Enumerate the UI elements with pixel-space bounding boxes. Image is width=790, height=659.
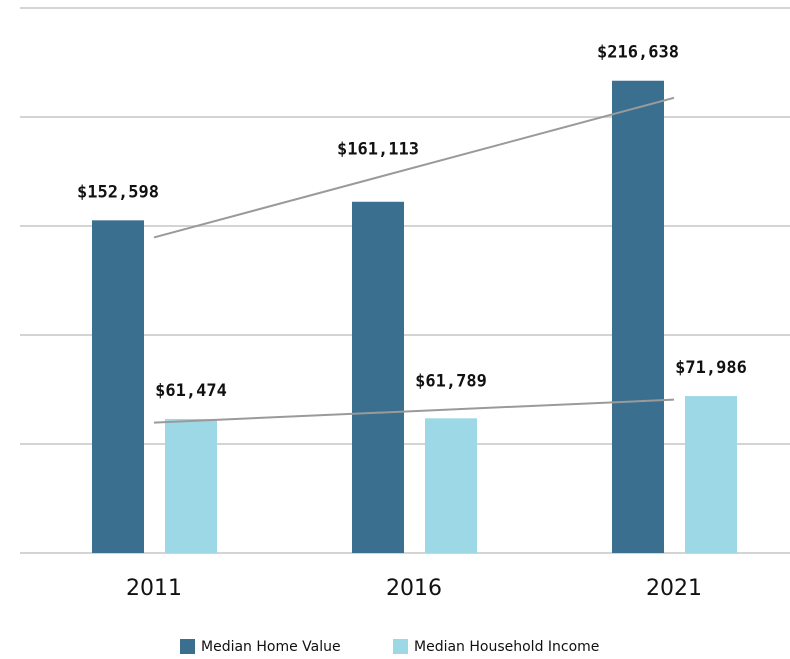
legend-label: Median Household Income [414, 639, 599, 655]
bar [612, 80, 664, 553]
bar [425, 418, 477, 553]
value-label: $216,638 [597, 43, 679, 63]
x-tick-label: 2021 [646, 576, 702, 601]
bar [165, 418, 217, 553]
value-label: $61,789 [415, 371, 487, 391]
legend-label: Median Home Value [201, 639, 341, 655]
value-label: $71,986 [675, 358, 747, 378]
legend-swatch [393, 639, 408, 654]
trend-line [153, 398, 675, 424]
value-label: $152,598 [77, 182, 159, 202]
value-label: $161,113 [337, 139, 419, 159]
value-label: $61,474 [155, 381, 227, 401]
bar [92, 220, 144, 553]
x-tick-label: 2011 [126, 576, 182, 601]
x-tick-label: 2016 [386, 576, 442, 601]
trend-line [153, 96, 675, 239]
bar [685, 396, 737, 553]
bar [352, 201, 404, 553]
legend-swatch [180, 639, 195, 654]
